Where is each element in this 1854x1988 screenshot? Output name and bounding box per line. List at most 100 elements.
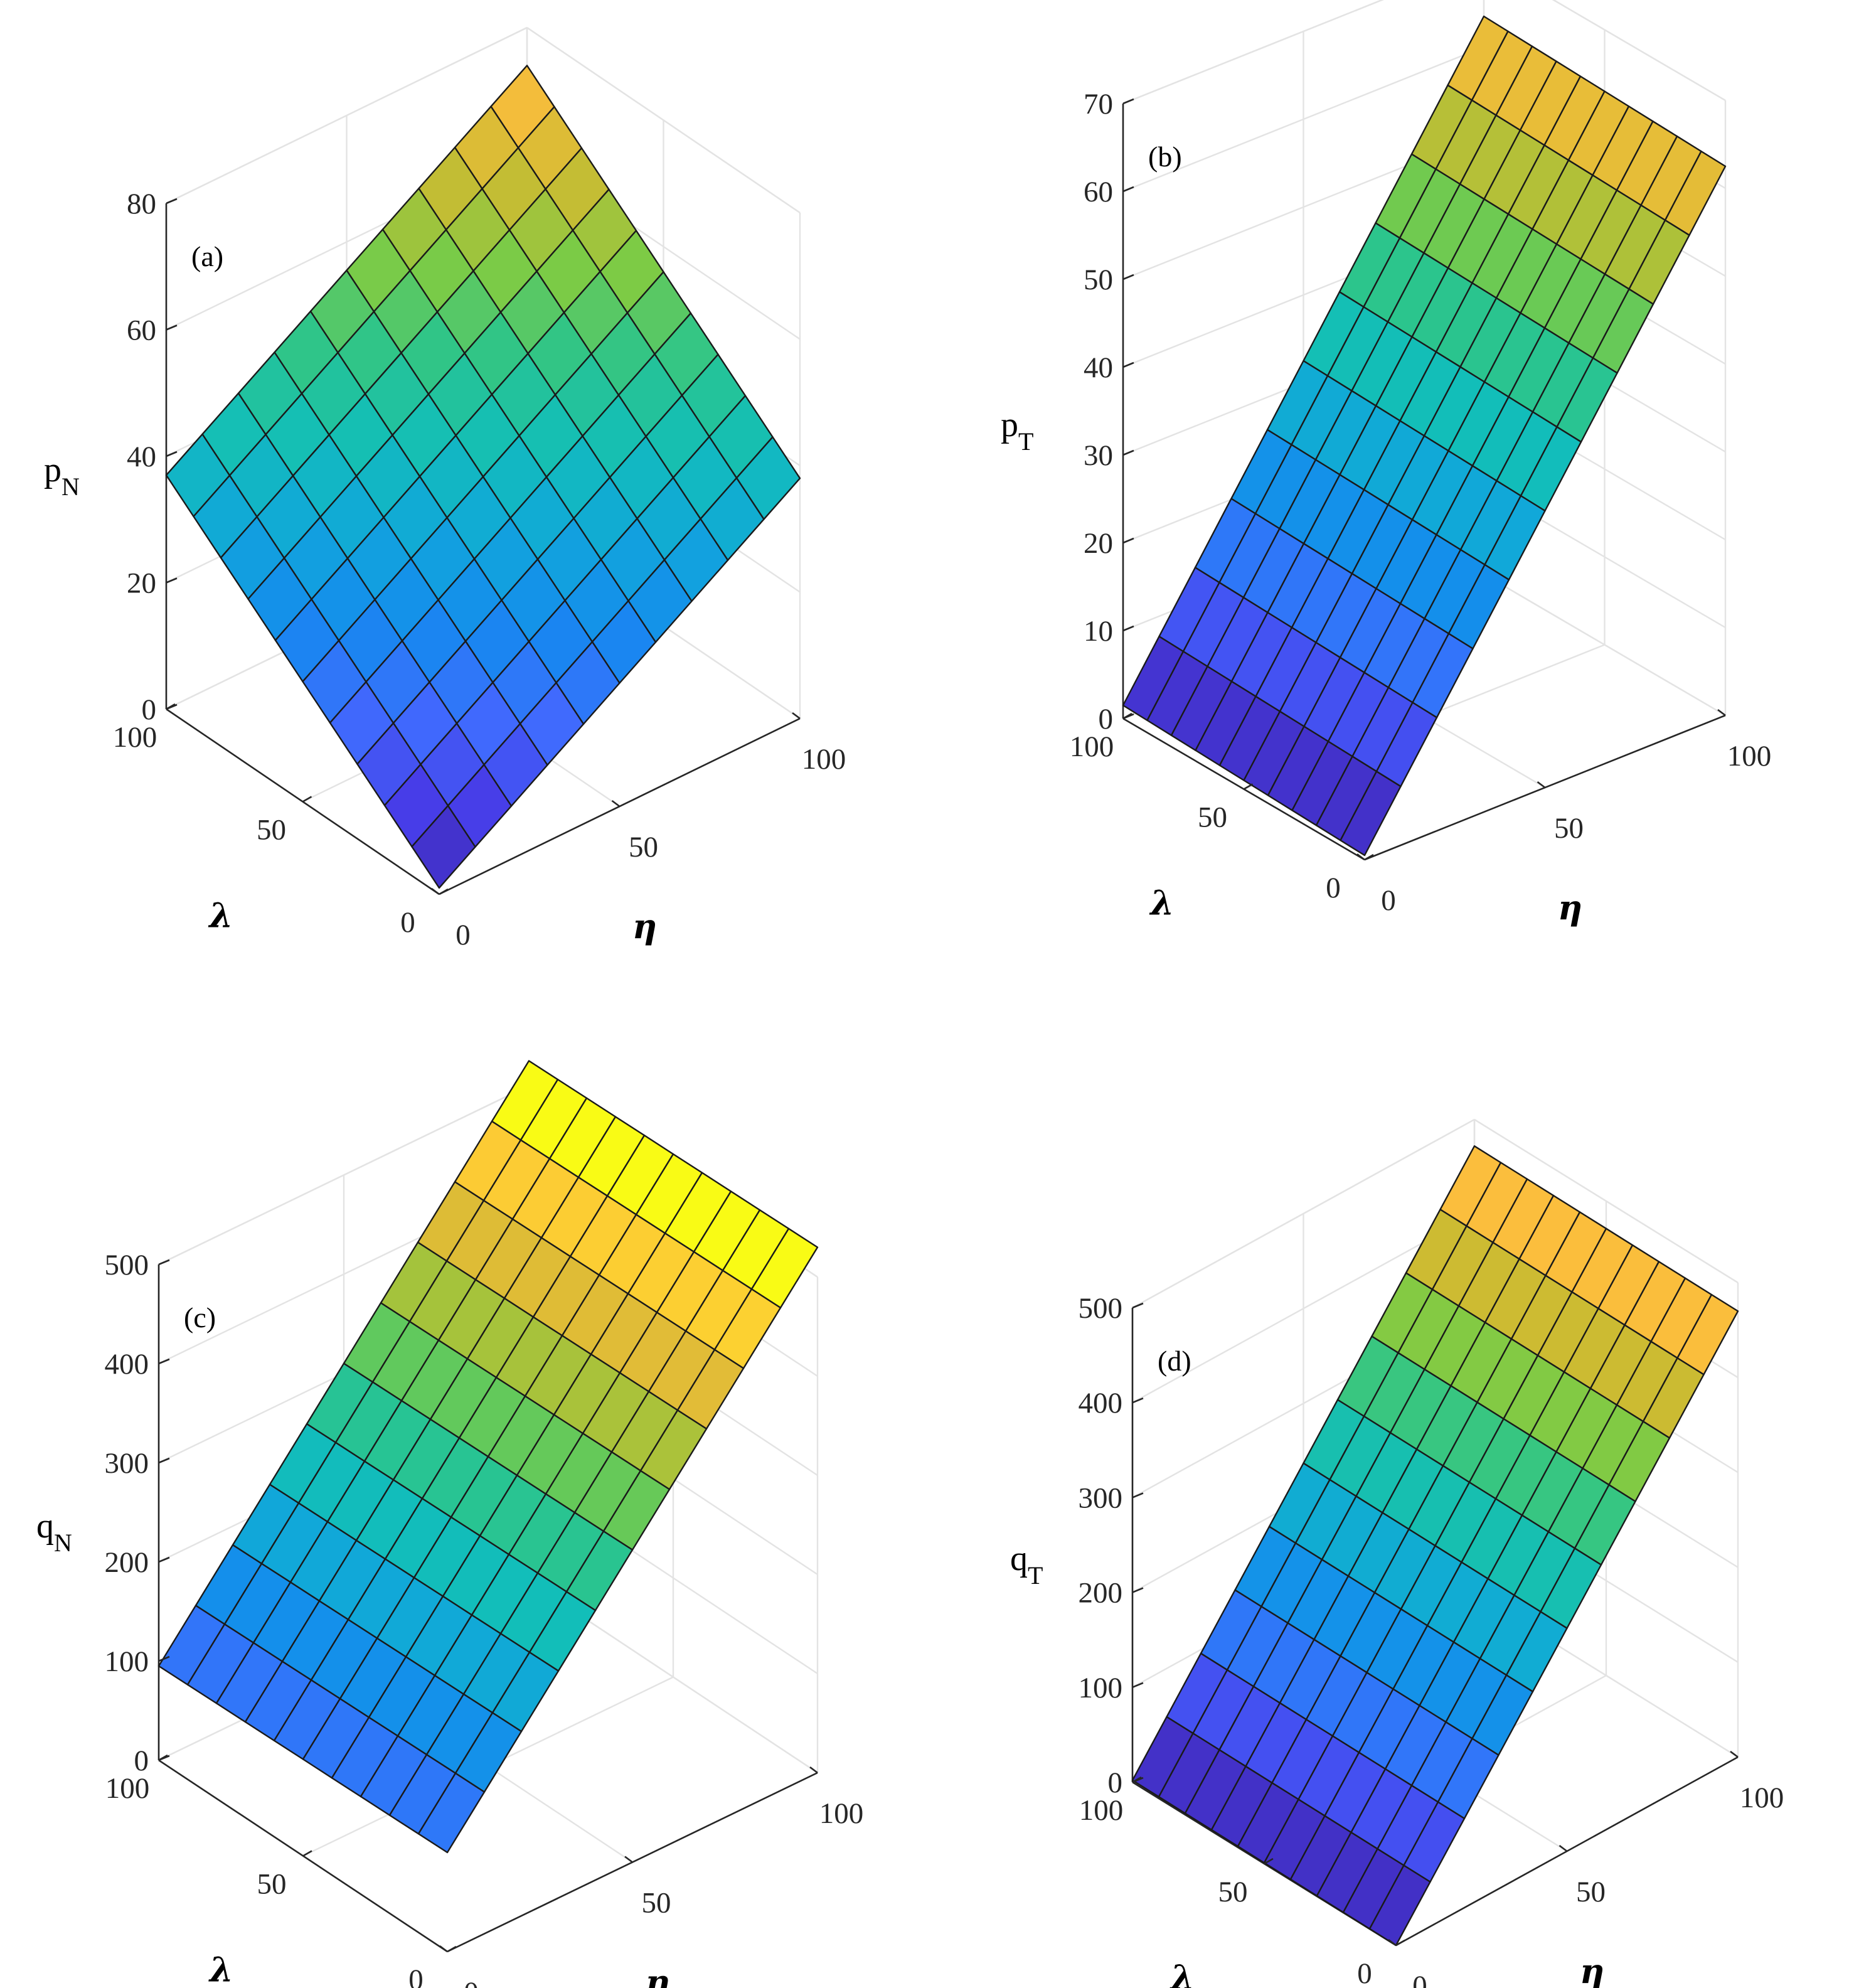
z-ticks: 0 100 200 300 400 500 (105, 1249, 170, 1777)
z-axis-label-subscript: N (54, 1529, 72, 1557)
z-axis-label-subscript: T (1028, 1561, 1043, 1590)
z-tick-label: 200 (105, 1546, 149, 1579)
grid-line (158, 1084, 530, 1266)
z-tick-label: 10 (1084, 615, 1113, 648)
z-axis-label-subscript: T (1018, 427, 1033, 456)
z-tick-label: 300 (105, 1447, 149, 1480)
z-tick-label: 60 (1084, 176, 1113, 208)
y-tick-mark (439, 888, 449, 895)
z-axis-label: pN (44, 451, 80, 501)
y-tick-label: 100 (113, 721, 157, 754)
y-ticks: 0 50 100 (105, 1754, 457, 1988)
z-tick-label: 80 (127, 188, 156, 220)
x-tick-label: 0 (1412, 1970, 1427, 1988)
z-tick-label: 100 (105, 1645, 149, 1678)
x-tick-mark (611, 799, 621, 808)
x-tick-mark (431, 887, 440, 895)
z-axis-label-main: q (36, 1507, 54, 1546)
z-tick-mark (1122, 274, 1134, 281)
x-tick-label: 0 (1381, 884, 1396, 917)
y-tick-label: 0 (400, 906, 415, 939)
z-tick-mark (1132, 1302, 1144, 1309)
y-tick-label: 100 (1079, 1794, 1124, 1827)
x-ticks: 0 50 100 (439, 1766, 864, 1988)
y-tick-mark (1395, 1939, 1405, 1947)
z-tick-mark (166, 198, 178, 205)
z-tick-mark (1122, 537, 1134, 544)
panel-c: 0100200300400500050100050100ηλqN(c) (36, 1060, 864, 1988)
x-tick-label: 100 (1727, 740, 1772, 772)
y-ticks: 0 50 100 (1070, 712, 1374, 904)
z-tick-mark (158, 1358, 170, 1365)
z-tick-label: 0 (134, 1745, 149, 1777)
z-tick-mark (1122, 186, 1134, 193)
z-axis-label: pT (1001, 405, 1033, 456)
z-tick-label: 20 (127, 567, 156, 600)
x-tick-mark (1537, 781, 1546, 789)
z-tick-mark (1122, 361, 1134, 368)
grid-line (1483, 573, 1726, 717)
z-axis-label-main: p (1001, 405, 1018, 444)
y-axis-label: λ (1149, 883, 1175, 923)
x-tick-label: 0 (456, 919, 471, 951)
x-tick-label: 50 (629, 831, 658, 863)
z-tick-mark (166, 577, 178, 584)
surface-patch (417, 1772, 486, 1854)
z-tick-label: 0 (1108, 1766, 1123, 1799)
x-tick-label: 0 (464, 1976, 479, 1988)
y-tick-label: 50 (1218, 1876, 1248, 1908)
z-tick-mark (166, 451, 178, 457)
x-tick-label: 50 (1576, 1876, 1606, 1908)
y-tick-label: 50 (1198, 801, 1227, 834)
x-tick-label: 100 (819, 1797, 864, 1830)
z-tick-mark (1122, 98, 1134, 105)
z-tick-label: 300 (1079, 1482, 1123, 1514)
surface (157, 1060, 819, 1854)
x-axis-label: η (1558, 887, 1582, 927)
y-tick-label: 0 (1326, 872, 1341, 904)
panel-label: (d) (1158, 1345, 1191, 1377)
z-tick-label: 50 (1084, 264, 1113, 296)
y-tick-label: 100 (105, 1772, 150, 1805)
x-tick-mark (792, 712, 801, 720)
surface (1131, 1145, 1739, 1947)
z-tick-label: 70 (1084, 88, 1113, 120)
z-tick-mark (1132, 1397, 1144, 1404)
y-axis-label: λ (208, 1950, 233, 1988)
y-tick-label: 50 (257, 1868, 287, 1901)
y-axis-label: λ (1169, 1957, 1195, 1988)
x-tick-mark (439, 1945, 448, 1953)
z-tick-label: 0 (142, 693, 157, 726)
y-tick-label: 50 (257, 814, 286, 847)
z-tick-mark (158, 1457, 170, 1464)
z-tick-mark (1122, 625, 1134, 632)
y-tick-label: 0 (1357, 1957, 1372, 1988)
y-tick-mark (1132, 1776, 1142, 1783)
x-axis-label: η (632, 906, 657, 946)
y-tick-label: 0 (408, 1964, 424, 1988)
y-axis-label: λ (208, 895, 233, 936)
x-tick-mark (1717, 708, 1726, 717)
z-tick-label: 40 (1084, 351, 1113, 384)
surface (1122, 15, 1727, 857)
grid-line (1552, 0, 1726, 102)
z-ticks: 0 10 20 30 40 50 60 70 (1084, 88, 1134, 735)
x-tick-label: 100 (802, 743, 846, 776)
y-tick-mark (302, 796, 312, 803)
z-tick-label: 100 (1079, 1672, 1123, 1704)
x-tick-label: 100 (1740, 1782, 1784, 1814)
surface (165, 65, 801, 889)
y-tick-mark (1264, 1857, 1274, 1865)
grid-line (166, 26, 528, 205)
x-tick-label: 50 (642, 1887, 671, 1920)
y-ticks: 0 50 100 (113, 703, 449, 939)
grid-line (1132, 1214, 1475, 1404)
z-axis-label: qT (1010, 1539, 1043, 1590)
x-tick-mark (1388, 1938, 1397, 1947)
x-tick-mark (1730, 1750, 1739, 1758)
y-tick-mark (158, 1754, 168, 1761)
z-axis-label-main: q (1010, 1539, 1028, 1578)
x-axis-label: η (1580, 1951, 1604, 1988)
